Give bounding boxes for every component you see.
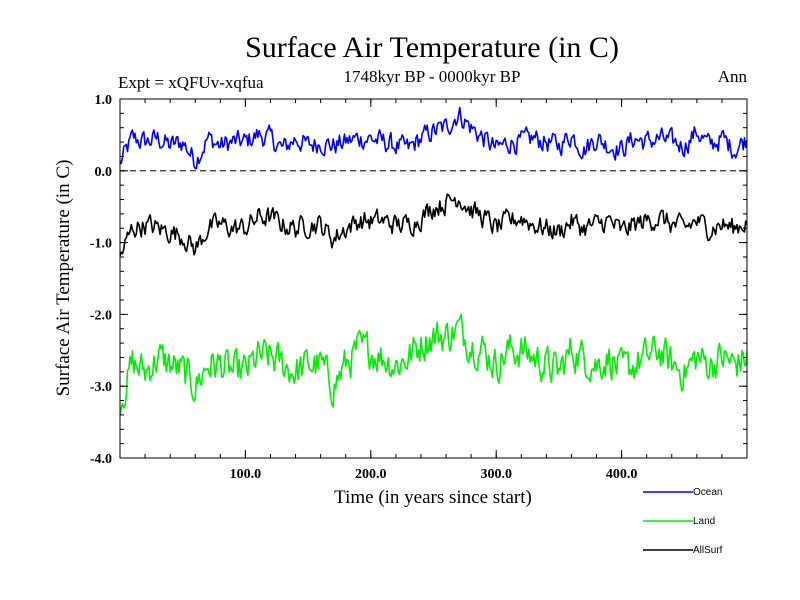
series-line-land [119, 313, 748, 416]
plot-frame [119, 98, 748, 459]
y-tick-label: -1.0 [90, 237, 112, 252]
y-tick-label: -2.0 [90, 308, 112, 323]
y-tick-label: 1.0 [95, 93, 113, 108]
legend-label-ocean: Ocean [693, 487, 722, 498]
period-label: 1748kyr BP - 0000kyr BP [344, 67, 521, 86]
series-layer [119, 106, 748, 416]
series-line-allsurf [119, 193, 748, 257]
x-axis-label: Time (in years since start) [334, 487, 532, 508]
legend: Ocean Land AllSurf [643, 487, 723, 556]
y-tick-label: 0.0 [95, 165, 113, 180]
experiment-label: Expt = xQFUv-xqfua [118, 73, 264, 92]
legend-label-land: Land [693, 516, 715, 527]
season-label: Ann [718, 67, 748, 86]
chart-title: Surface Air Temperature (in C) [245, 31, 619, 64]
x-tick-label: 100.0 [230, 467, 262, 482]
legend-label-allsurf: AllSurf [693, 545, 723, 556]
x-tick-label: 200.0 [355, 467, 387, 482]
series-line-ocean [119, 106, 748, 170]
y-tick-label: -3.0 [90, 380, 112, 395]
y-tick-label: -4.0 [90, 452, 112, 467]
x-tick-label: 400.0 [606, 467, 638, 482]
x-tick-label: 300.0 [480, 467, 512, 482]
axis-layer: 1.0 0.0 -1.0 -2.0 -3.0 -4.0 100.0 200.0 300.0 400… [90, 93, 748, 482]
y-axis-label: Surface Air Temperature (in C) [53, 160, 74, 397]
